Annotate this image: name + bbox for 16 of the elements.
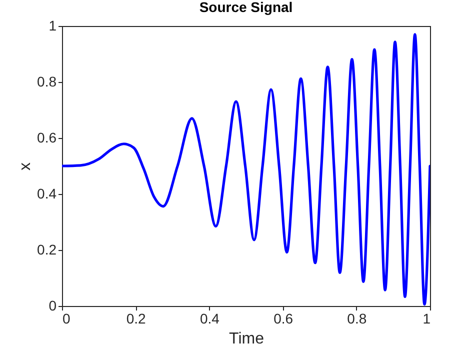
y-tick-label: 0.4 [37, 186, 57, 202]
line-series [62, 33, 430, 306]
x-axis-title: Time [229, 330, 264, 348]
x-tick-label: 0.6 [274, 310, 294, 326]
x-tick-label: 0.2 [126, 310, 146, 326]
y-tick-label: 1 [48, 18, 57, 34]
x-tick-label: 1 [422, 310, 431, 326]
x-tick-label: 0.8 [347, 310, 367, 326]
y-tick-label: 0.2 [37, 242, 57, 258]
y-tick-label: 0.8 [37, 74, 57, 90]
x-tick-label: 0.4 [200, 310, 220, 326]
chart-title: Source Signal [199, 0, 293, 15]
x-tick-label: 0 [62, 310, 70, 326]
y-axis-title: x [17, 162, 34, 170]
y-tick-label: 0 [48, 298, 57, 314]
y-tick-label: 0.6 [37, 130, 57, 146]
